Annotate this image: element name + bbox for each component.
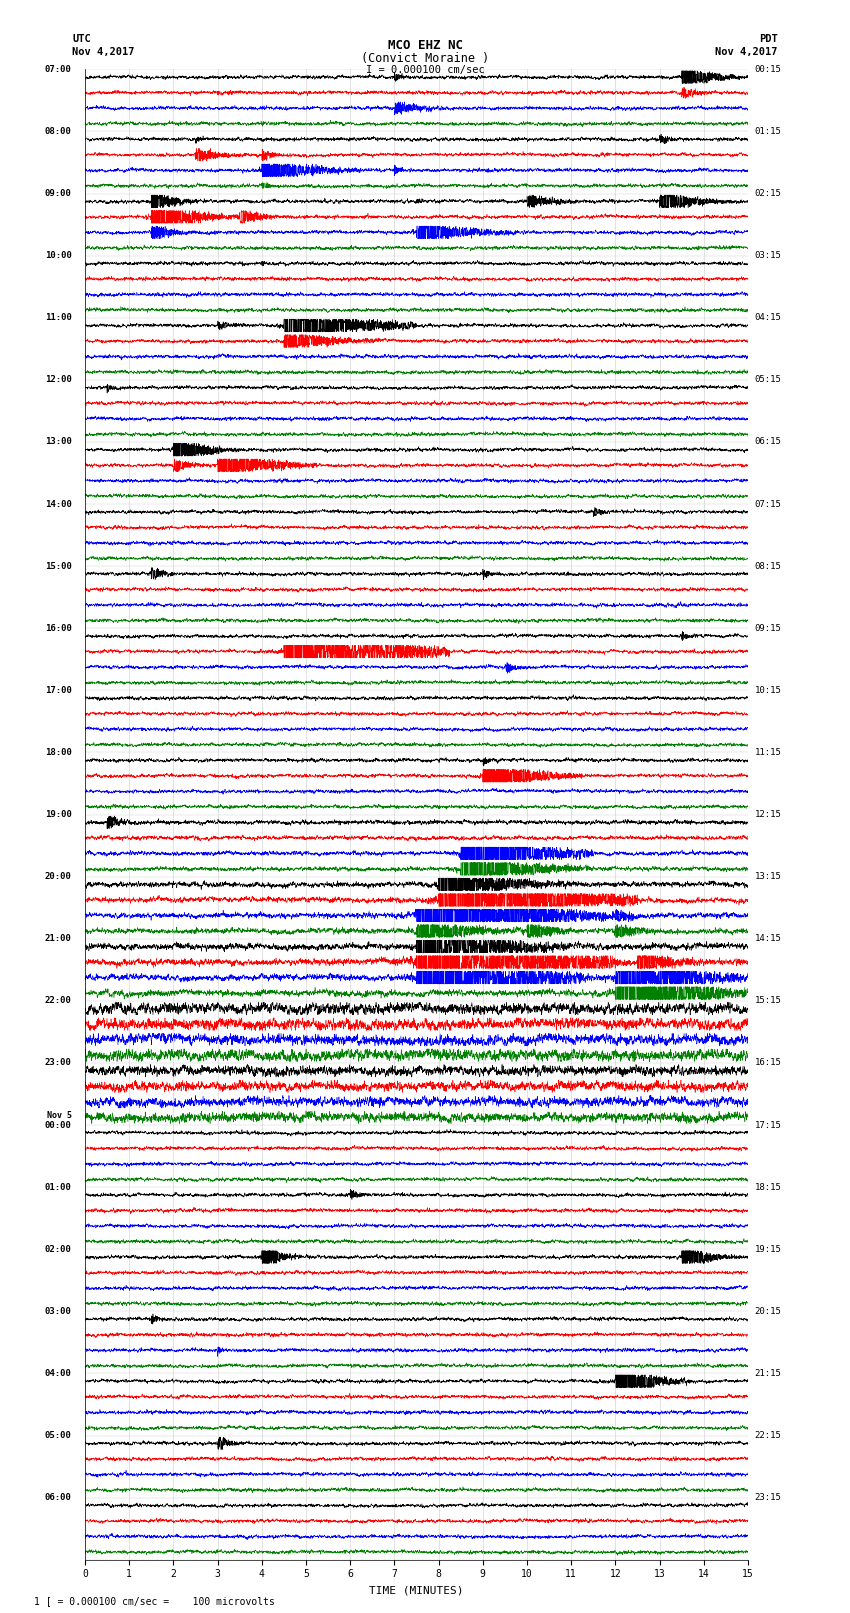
Text: 00:00: 00:00 [45,1121,71,1129]
Text: 10:00: 10:00 [45,252,71,260]
Text: 20:00: 20:00 [45,873,71,881]
Text: 20:15: 20:15 [755,1307,781,1316]
Text: 11:00: 11:00 [45,313,71,323]
Text: PDT: PDT [759,34,778,44]
Text: 03:00: 03:00 [45,1307,71,1316]
Text: 04:00: 04:00 [45,1369,71,1378]
Text: 14:15: 14:15 [755,934,781,944]
Text: 08:15: 08:15 [755,561,781,571]
Text: I = 0.000100 cm/sec: I = 0.000100 cm/sec [366,65,484,74]
Text: (Convict Moraine ): (Convict Moraine ) [361,52,489,65]
Text: MCO EHZ NC: MCO EHZ NC [388,39,462,52]
Text: Nov 4,2017: Nov 4,2017 [72,47,135,56]
Text: 09:00: 09:00 [45,189,71,198]
Text: 1 [ = 0.000100 cm/sec =    100 microvolts: 1 [ = 0.000100 cm/sec = 100 microvolts [34,1597,275,1607]
Text: 14:00: 14:00 [45,500,71,508]
Text: 23:15: 23:15 [755,1494,781,1502]
Text: 01:00: 01:00 [45,1182,71,1192]
Text: 07:15: 07:15 [755,500,781,508]
Text: 12:15: 12:15 [755,810,781,819]
Text: 16:00: 16:00 [45,624,71,632]
Text: 18:00: 18:00 [45,748,71,756]
Text: 12:00: 12:00 [45,376,71,384]
Text: 08:00: 08:00 [45,127,71,135]
Text: 05:15: 05:15 [755,376,781,384]
Text: 19:15: 19:15 [755,1245,781,1253]
Text: 02:00: 02:00 [45,1245,71,1253]
Text: Nov 5: Nov 5 [47,1111,71,1121]
Text: Nov 4,2017: Nov 4,2017 [715,47,778,56]
Text: 18:15: 18:15 [755,1182,781,1192]
Text: 13:00: 13:00 [45,437,71,447]
Text: 02:15: 02:15 [755,189,781,198]
Text: 05:00: 05:00 [45,1431,71,1440]
Text: 21:15: 21:15 [755,1369,781,1378]
Text: 19:00: 19:00 [45,810,71,819]
Text: 06:15: 06:15 [755,437,781,447]
X-axis label: TIME (MINUTES): TIME (MINUTES) [369,1586,464,1595]
Text: 13:15: 13:15 [755,873,781,881]
Text: 03:15: 03:15 [755,252,781,260]
Text: 16:15: 16:15 [755,1058,781,1068]
Text: 17:15: 17:15 [755,1121,781,1129]
Text: 07:00: 07:00 [45,65,71,74]
Text: 15:00: 15:00 [45,561,71,571]
Text: 17:00: 17:00 [45,686,71,695]
Text: UTC: UTC [72,34,91,44]
Text: 11:15: 11:15 [755,748,781,756]
Text: 10:15: 10:15 [755,686,781,695]
Text: 15:15: 15:15 [755,997,781,1005]
Text: 09:15: 09:15 [755,624,781,632]
Text: 04:15: 04:15 [755,313,781,323]
Text: 23:00: 23:00 [45,1058,71,1068]
Text: 22:15: 22:15 [755,1431,781,1440]
Text: 06:00: 06:00 [45,1494,71,1502]
Text: 21:00: 21:00 [45,934,71,944]
Text: 22:00: 22:00 [45,997,71,1005]
Text: 00:15: 00:15 [755,65,781,74]
Text: 01:15: 01:15 [755,127,781,135]
